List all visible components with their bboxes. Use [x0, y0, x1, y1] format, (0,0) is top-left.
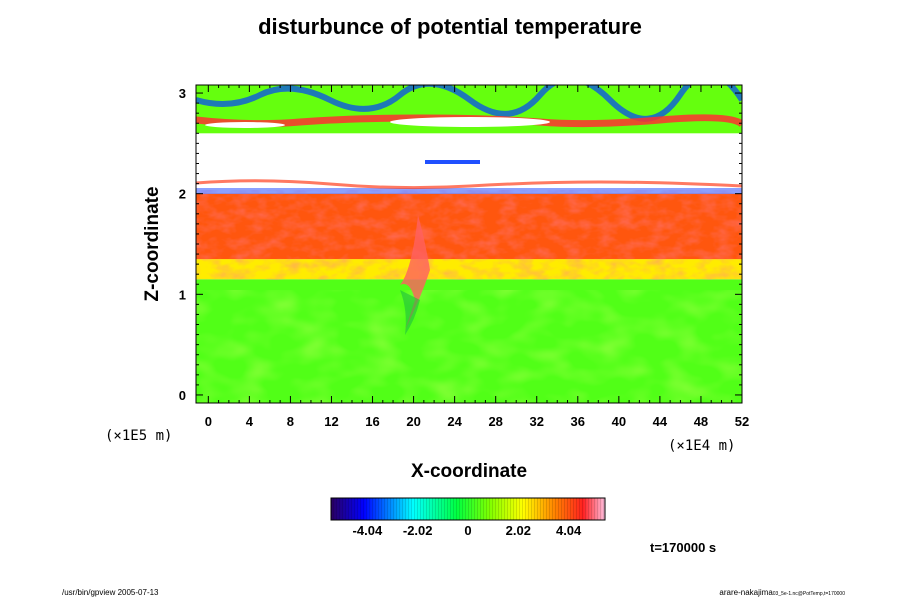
colorbar-tick-label-1: -2.02: [403, 523, 433, 538]
heatmap-field: [196, 85, 742, 403]
x-tick-label-7: 28: [488, 414, 502, 429]
blue-blob: [425, 160, 480, 164]
warm-layer-texture: [196, 190, 742, 280]
x-tick-label-2: 8: [287, 414, 294, 429]
time-label: t=170000 s: [650, 540, 717, 555]
y-unit-label: (×1E5 m): [105, 428, 172, 444]
footer-right-main: arare-nakajima: [719, 588, 773, 597]
x-tick-label-8: 32: [530, 414, 544, 429]
lower-edge-streak: [196, 179, 742, 190]
colorbar: -4.04 -2.02 0 2.02 4.04: [330, 497, 606, 538]
lower-layer-texture: [196, 290, 742, 403]
colorbar-frame: [330, 497, 606, 521]
lower-edge-band: [196, 188, 742, 194]
colorbar-tick-label-3: 2.02: [506, 523, 531, 538]
y-axis-label: Z-coordinate: [142, 186, 163, 301]
y-tick-label-3: 3: [179, 86, 186, 101]
footer-right-small: 03_5e-1.nc@PotTemp,t=170000: [772, 591, 845, 597]
x-tick-label-11: 44: [653, 414, 668, 429]
plume-green-tail: [400, 290, 420, 335]
colorbar-tick-label-4: 4.04: [556, 523, 582, 538]
x-tick-label-3: 12: [324, 414, 338, 429]
x-tick-label-0: 0: [205, 414, 212, 429]
x-tick-label-13: 52: [735, 414, 749, 429]
x-tick-label-9: 36: [571, 414, 585, 429]
x-tick-label-4: 16: [365, 414, 379, 429]
y-axis: 0 1 2 3: [179, 86, 742, 403]
upper-white-streak: [390, 117, 550, 127]
top-wave-band: [196, 85, 742, 122]
colorbar-hatching: [331, 498, 605, 520]
colorbar-tick-label-2: 0: [464, 523, 471, 538]
x-axis: 0 4 8 12 16 20 24 28 32 36 40 44 48 52: [205, 85, 749, 429]
y-tick-label-1: 1: [179, 287, 186, 302]
x-tick-label-5: 20: [406, 414, 420, 429]
x-axis-label: X-coordinate: [411, 461, 527, 482]
chart-title: disturbunce of potential temperature: [258, 14, 642, 39]
y-tick-label-0: 0: [179, 388, 186, 403]
colorbar-ticks: -4.04 -2.02 0 2.02 4.04: [353, 523, 583, 538]
upper-white-streak-left: [205, 122, 285, 128]
x-tick-label-12: 48: [694, 414, 708, 429]
y-tick-label-2: 2: [179, 187, 186, 202]
x-tick-label-10: 40: [612, 414, 626, 429]
plume-feature: [400, 215, 430, 330]
x-unit-label: (×1E4 m): [668, 438, 735, 454]
x-tick-label-6: 24: [447, 414, 462, 429]
footer-right: arare-nakajima03_5e-1.nc@PotTemp,t=17000…: [719, 588, 845, 597]
x-tick-label-1: 4: [246, 414, 254, 429]
colorbar-tick-label-0: -4.04: [353, 523, 383, 538]
footer-left: /usr/bin/gpview 2005-07-13: [62, 588, 159, 597]
